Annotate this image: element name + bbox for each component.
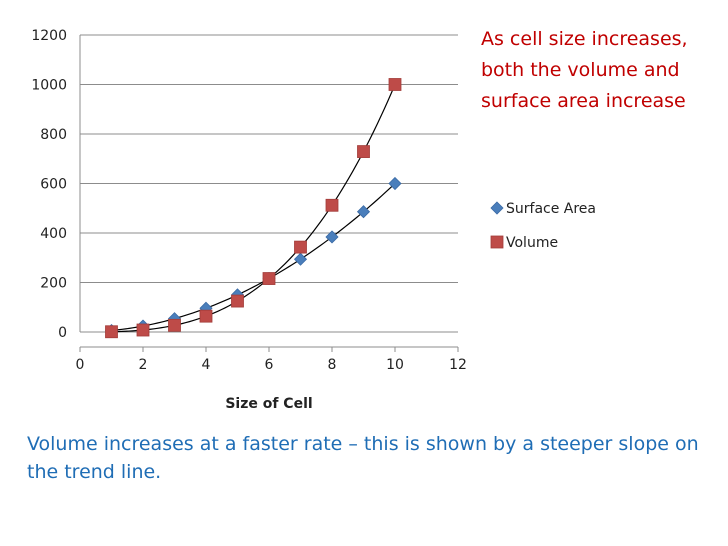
volume-point [199, 309, 213, 323]
y-tick-label: 800 [40, 127, 67, 143]
y-tick-label: 200 [40, 276, 67, 292]
surface-area-point [356, 205, 371, 219]
trendline-volume [111, 84, 396, 333]
surface-area-point [388, 176, 402, 191]
volume-point [388, 78, 402, 91]
y-tick-label: 1000 [31, 78, 67, 94]
y-tick-label: 0 [58, 325, 67, 341]
volume-point [357, 145, 370, 158]
x-tick-label: 10 [386, 357, 404, 373]
legend-label-volume: Volume [506, 235, 558, 251]
trendline-surface-area [111, 183, 396, 332]
legend-marker-surface-area [490, 201, 504, 215]
surface-area-point [293, 252, 308, 266]
annotation-size-increase: As cell size increases, both the volume … [481, 28, 688, 112]
y-tick-label: 400 [40, 226, 67, 242]
volume-point [325, 198, 339, 212]
x-tick-label: 2 [139, 357, 148, 373]
x-tick-label: 8 [328, 357, 337, 373]
legend-marker-volume [490, 235, 504, 249]
x-tick-label: 4 [202, 357, 211, 373]
y-tick-label: 600 [40, 177, 67, 193]
x-tick-label: 0 [76, 357, 85, 373]
volume-point [294, 240, 307, 254]
annotation-volume-rate: Volume increases at a faster rate – this… [27, 433, 699, 483]
x-tick-label: 6 [265, 357, 274, 373]
x-tick-label: 12 [449, 357, 467, 373]
legend-label-surface-area: Surface Area [506, 201, 596, 217]
volume-point [262, 272, 276, 285]
volume-point [105, 325, 118, 339]
x-axis-label: Size of Cell [225, 396, 312, 412]
volume-point [136, 323, 150, 337]
volume-point [231, 294, 244, 308]
volume-point [168, 318, 181, 332]
y-tick-label: 1200 [31, 28, 67, 44]
surface-area-point [325, 230, 339, 244]
